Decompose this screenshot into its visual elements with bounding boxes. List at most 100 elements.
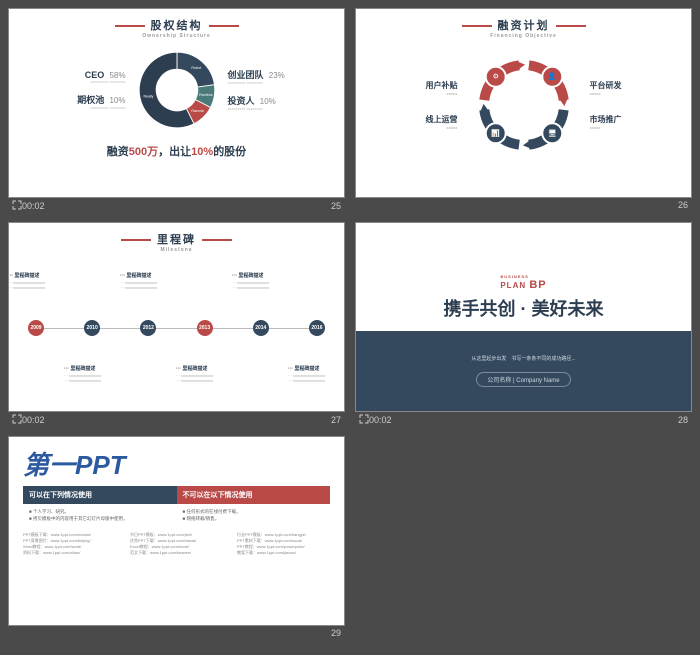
- cycle-labels-left: 用户补贴 xxxxx 线上运营 xxxxx: [394, 62, 464, 148]
- timeline-text: ··· 里程碑描述··· xxxxxxxxxxxxxxxx··· xxxxxxx…: [8, 273, 58, 290]
- usage-item: ■ 网络转载/销售。: [183, 515, 325, 522]
- link-column: 节日PPT模板：www.1ppt.com/jieri/优秀PPT下载：www.1…: [130, 532, 223, 556]
- timeline-text: ··· 里程碑描述··· xxxxxxxxxxxxxxxx··· xxxxxxx…: [176, 366, 226, 383]
- slide-28-footer: 00:02 28: [355, 412, 692, 426]
- company-name-button: 公司名称 | Company Name: [476, 372, 570, 387]
- link-item: 教案下载：www.1ppt.com/jiaoan/: [237, 550, 330, 556]
- timeline-text: ··· 里程碑描述··· xxxxxxxxxxxxxxxx··· xxxxxxx…: [288, 366, 338, 383]
- usage-item: ■ 拷贝模板中的内容用于其它幻灯片母版中使用。: [29, 515, 171, 522]
- usage-columns: 可以在下列情况使用 ■ 个人学习、研究。■ 拷贝模板中的内容用于其它幻灯片母版中…: [23, 486, 330, 526]
- slide-25-time: 00:02: [22, 201, 45, 211]
- plan-bp-label: BUSINESS PLAN BP: [500, 274, 546, 291]
- slide-26-wrap: 融资计划 Financing Objective 用户补贴 xxxxx 线上运营…: [355, 8, 692, 212]
- slide-grid: 股权结构 Ownership Structure CEO 58% xxxxxxx…: [8, 8, 692, 426]
- slide-29-footer: 29: [8, 626, 345, 638]
- cycle-row: 用户补贴 xxxxx 线上运营 xxxxx 👤 🖥 📊 ⚙ 平台研发 xxxxx: [370, 45, 677, 165]
- svg-text:Really: Really: [143, 95, 153, 99]
- slide-27-footer: 00:02 27: [8, 412, 345, 426]
- expand-icon[interactable]: [12, 414, 22, 426]
- label-option-pool: 期权池 10% xxxxxxxxx xxxxxxxx: [52, 93, 126, 111]
- slide-25-wrap: 股权结构 Ownership Structure CEO 58% xxxxxxx…: [8, 8, 345, 212]
- donut-row: CEO 58% xxxxxxxxx xxxxxxxx 期权池 10% xxxxx…: [23, 45, 330, 135]
- slide-29-wrap: 第一PPT 可以在下列情况使用 ■ 个人学习、研究。■ 拷贝模板中的内容用于其它…: [8, 436, 345, 638]
- usage-allowed-body: ■ 个人学习、研究。■ 拷贝模板中的内容用于其它幻灯片母版中使用。: [23, 504, 177, 526]
- slide-28[interactable]: BUSINESS PLAN BP 携手共创 · 美好未来 从这里起步出发 书写一…: [355, 222, 692, 412]
- usage-item: ■ 任何形式的在线付费下载。: [183, 508, 325, 515]
- slide-28-subtitle: 从这里起步出发 书写一条条不同的成功路径...: [471, 355, 575, 362]
- timeline-text: ··· 里程碑描述··· xxxxxxxxxxxxxxxx··· xxxxxxx…: [64, 366, 114, 383]
- timeline: 2009 2010 2012 2013 2014 2016 ··· 里程碑描述··· xx…: [23, 273, 330, 383]
- cycle-labels-right: 平台研发 xxxxx 市场推广 xxxxx: [584, 62, 654, 148]
- timeline-nodes: 2009 2010 2012 2013 2014 2016: [28, 320, 325, 336]
- slide-26-footer: 26: [355, 198, 692, 210]
- usage-not-allowed: 不可以在以下情况使用 ■ 任何形式的在线付费下载。■ 网络转载/销售。: [177, 486, 331, 526]
- slide-26-number: 26: [678, 200, 688, 210]
- slide-28-number: 28: [678, 415, 688, 425]
- slide-29-number: 29: [331, 628, 341, 638]
- donut-chart: Robot Rambus Razorla Really: [132, 45, 222, 135]
- timeline-node: 2012: [140, 320, 156, 336]
- label-ceo: CEO 58% xxxxxxxxx xxxxxxxx: [52, 70, 126, 85]
- timeline-node: 2013: [197, 320, 213, 336]
- svg-text:👤: 👤: [547, 72, 556, 81]
- slide-27-subtitle: Milestone: [23, 247, 330, 253]
- svg-text:⚙: ⚙: [492, 73, 498, 81]
- slide-25-summary: 融资500万，出让10%的股份: [23, 143, 330, 159]
- expand-icon[interactable]: [12, 200, 22, 212]
- slide-25-title: 股权结构: [151, 20, 203, 32]
- slide-27-header: 里程碑 Milestone: [23, 231, 330, 253]
- link-column: 行业PPT模板：www.1ppt.com/hangye/PPT素材下载：www.…: [237, 532, 330, 556]
- usage-not-allowed-header: 不可以在以下情况使用: [177, 486, 331, 504]
- timeline-node: 2016: [309, 320, 325, 336]
- cycle-diagram: 👤 🖥 📊 ⚙: [464, 45, 584, 165]
- slide-25-footer: 00:02 25: [8, 198, 345, 212]
- link-item: 范文下载：www.1ppt.com/fanwen/: [130, 550, 223, 556]
- link-item: 资料下载：www.1ppt.com/ziliao/: [23, 550, 116, 556]
- label-team: 创业团队 23% xxxxxxxxx xxxxxxxx: [228, 68, 302, 86]
- slide-25-subtitle: Ownership Structure: [23, 33, 330, 39]
- slide-29[interactable]: 第一PPT 可以在下列情况使用 ■ 个人学习、研究。■ 拷贝模板中的内容用于其它…: [8, 436, 345, 626]
- timeline-text: ··· 里程碑描述··· xxxxxxxxxxxxxxxx··· xxxxxxx…: [232, 273, 282, 290]
- svg-text:Robot: Robot: [191, 66, 201, 70]
- cycle-label-marketing: 市场推广 xxxxx: [590, 114, 654, 130]
- slide-25-number: 25: [331, 201, 341, 211]
- donut-labels-right: 创业团队 23% xxxxxxxxx xxxxxxxx 投资人 10% xxxx…: [222, 60, 302, 120]
- slide-26-title: 融资计划: [498, 20, 550, 32]
- expand-icon[interactable]: [359, 414, 369, 426]
- last-row: 第一PPT 可以在下列情况使用 ■ 个人学习、研究。■ 拷贝模板中的内容用于其它…: [8, 436, 692, 638]
- timeline-text: ··· 里程碑描述··· xxxxxxxxxxxxxxxx··· xxxxxxx…: [120, 273, 170, 290]
- cycle-label-subsidy: 用户补贴 xxxxx: [394, 80, 458, 96]
- slide-28-bottom: 从这里起步出发 书写一条条不同的成功路径... 公司名称 | Company N…: [356, 331, 691, 411]
- timeline-node: 2010: [84, 320, 100, 336]
- slide-27-number: 27: [331, 415, 341, 425]
- usage-item: ■ 个人学习、研究。: [29, 508, 171, 515]
- slide-27[interactable]: 里程碑 Milestone 2009 2010 2012 2013 2014 2016 ·…: [8, 222, 345, 412]
- slide-28-wrap: BUSINESS PLAN BP 携手共创 · 美好未来 从这里起步出发 书写一…: [355, 222, 692, 426]
- usage-not-allowed-body: ■ 任何形式的在线付费下载。■ 网络转载/销售。: [177, 504, 331, 526]
- slide-28-time: 00:02: [369, 415, 392, 425]
- slide-28-title: 携手共创 · 美好未来: [444, 295, 604, 321]
- usage-allowed: 可以在下列情况使用 ■ 个人学习、研究。■ 拷贝模板中的内容用于其它幻灯片母版中…: [23, 486, 177, 526]
- svg-text:Razorla: Razorla: [191, 109, 203, 113]
- svg-text:🖥: 🖥: [547, 129, 556, 137]
- slide-25[interactable]: 股权结构 Ownership Structure CEO 58% xxxxxxx…: [8, 8, 345, 198]
- slide-25-header: 股权结构 Ownership Structure: [23, 17, 330, 39]
- donut-labels-left: CEO 58% xxxxxxxxx xxxxxxxx 期权池 10% xxxxx…: [52, 62, 132, 119]
- slide-27-wrap: 里程碑 Milestone 2009 2010 2012 2013 2014 2016 ·…: [8, 222, 345, 426]
- svg-text:Rambus: Rambus: [199, 93, 213, 97]
- ppt-logo: 第一PPT: [23, 445, 330, 482]
- cycle-label-platform-rd: 平台研发 xxxxx: [590, 80, 654, 96]
- timeline-node: 2009: [28, 320, 44, 336]
- slide-26-subtitle: Financing Objective: [370, 33, 677, 39]
- cycle-label-online-ops: 线上运营 xxxxx: [394, 114, 458, 130]
- download-links: PPT模板下载：www.1ppt.com/moban/PPT背景图片：www.1…: [23, 532, 330, 556]
- usage-allowed-header: 可以在下列情况使用: [23, 486, 177, 504]
- svg-text:📊: 📊: [491, 128, 500, 137]
- slide-26[interactable]: 融资计划 Financing Objective 用户补贴 xxxxx 线上运营…: [355, 8, 692, 198]
- slide-27-time: 00:02: [22, 415, 45, 425]
- label-investor: 投资人 10% xxxxxxxxx xxxxxxxx: [228, 94, 302, 112]
- slide-26-header: 融资计划 Financing Objective: [370, 17, 677, 39]
- slide-27-title: 里程碑: [157, 234, 196, 246]
- link-column: PPT模板下载：www.1ppt.com/moban/PPT背景图片：www.1…: [23, 532, 116, 556]
- timeline-node: 2014: [253, 320, 269, 336]
